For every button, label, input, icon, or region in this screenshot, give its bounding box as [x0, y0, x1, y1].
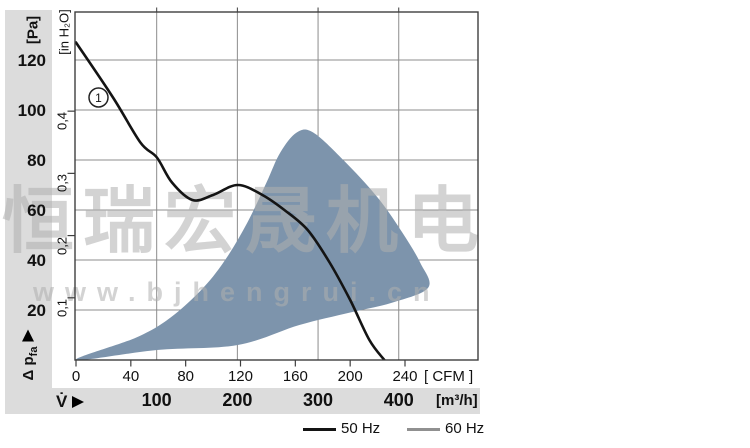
cfm-unit-label: [ CFM ]	[424, 368, 474, 385]
cfm-tick-label: 40	[122, 368, 140, 385]
legend-label-50hz: 50 Hz	[341, 420, 381, 437]
fan-curves	[75, 41, 386, 360]
cfm-tick-label: 80	[177, 368, 194, 385]
operating-range-region	[75, 129, 430, 360]
flow-symbol: V̇	[56, 392, 68, 411]
legend-item-50hz: 50 Hz	[303, 420, 398, 437]
flow-axis-title: V̇	[56, 392, 85, 412]
m3h-tick-label: 100	[141, 390, 172, 410]
operating-range-shape	[75, 129, 430, 360]
pa-tick-label: 60	[27, 201, 46, 220]
pa-tick-label: 80	[27, 151, 46, 170]
cfm-tick-label: 240	[392, 368, 418, 385]
cfm-tick-label: 120	[227, 368, 253, 385]
axis-ticks	[67, 7, 406, 367]
pressure-axis-band	[5, 10, 52, 414]
legend-item-60hz: 60 Hz	[407, 420, 502, 437]
legend-line-60hz-icon	[407, 428, 440, 431]
watermark-website-text: www.bjhengrui.cn	[32, 277, 441, 307]
pa-tick-label: 120	[17, 51, 46, 70]
curve-marker-circle	[88, 87, 109, 108]
legend-line-50hz-icon	[303, 428, 336, 431]
inh2o-unit-label: [in H₂O]	[56, 9, 72, 55]
watermark-company-text: 恒瑞宏晟机电	[2, 182, 488, 262]
cfm-tick-label: 160	[282, 368, 308, 385]
m3h-tick-label: 400	[383, 390, 414, 410]
plot-frame	[74, 11, 479, 361]
pressure-symbol: Δ p	[20, 356, 37, 381]
cfm-tick-label: 200	[337, 368, 363, 385]
pa-unit-label: [Pa]	[24, 15, 42, 45]
inh2o-tick-label: 0,4	[54, 112, 70, 131]
legend-label-60hz: 60 Hz	[445, 420, 485, 437]
pa-tick-label: 40	[27, 251, 46, 270]
pressure-axis-arrow-icon	[22, 329, 34, 342]
curve-marker: 1	[88, 87, 109, 108]
pa-tick-label: 100	[17, 101, 46, 120]
pressure-symbol-subscript: fa	[28, 346, 40, 357]
m3h-tick-label: 300	[303, 390, 334, 410]
inh2o-tick-label: 0,2	[54, 236, 70, 255]
inh2o-tick-label: 0,1	[54, 298, 70, 317]
cfm-tick-label: 0	[71, 368, 81, 385]
m3h-unit-label: [m³/h]	[436, 392, 478, 409]
m3h-tick-label: 200	[222, 390, 253, 410]
flow-axis-arrow-icon	[72, 396, 85, 408]
pa-tick-label: 20	[27, 301, 46, 320]
curve-marker-number: 1	[95, 91, 102, 105]
inh2o-tick-label: 0,3	[54, 174, 70, 193]
curve-50-hz	[75, 41, 386, 360]
pressure-axis-title: Δ pfa	[20, 329, 40, 381]
